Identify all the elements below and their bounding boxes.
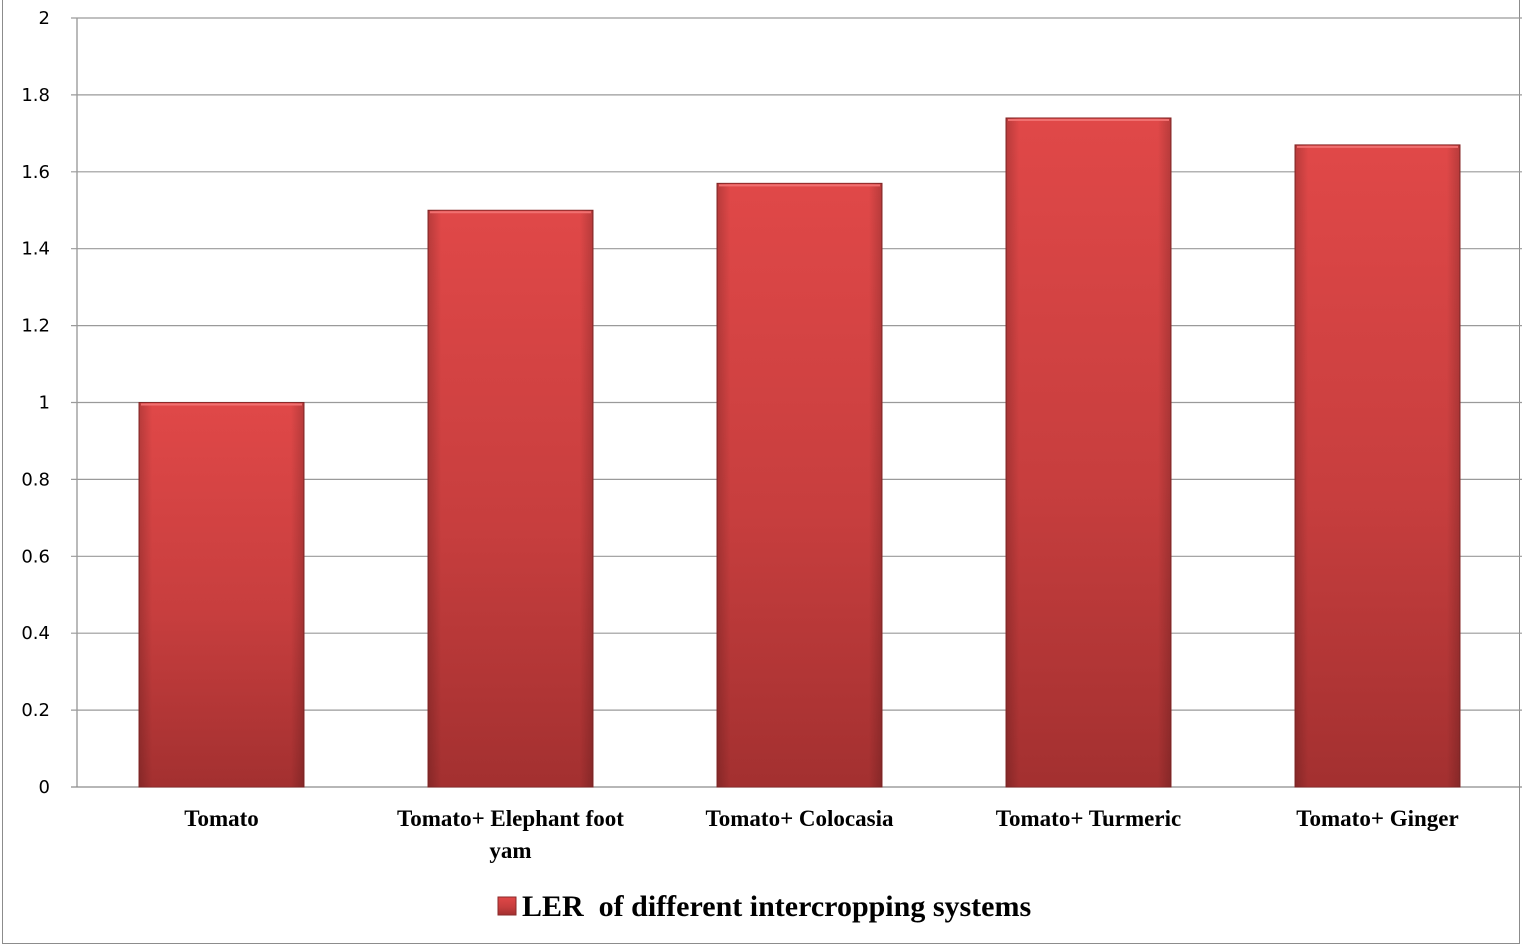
- x-tick-label-line: Tomato+ Ginger: [1296, 806, 1458, 831]
- bar: [427, 209, 594, 788]
- x-tick-label: Tomato+ Elephant foot yam: [397, 806, 624, 863]
- x-tick-label: Tomato: [184, 806, 259, 831]
- bar-shading: [139, 402, 304, 787]
- x-tick-label: Tomato+ Colocasia: [706, 806, 894, 831]
- y-tick-label: 1.6: [21, 162, 50, 183]
- bar-shading: [1295, 144, 1460, 787]
- bar: [716, 182, 883, 788]
- x-tick-label-line: yam: [489, 838, 531, 863]
- y-axis-ticks: 0 0.2 0.4 0.6 0.8 1 1.2 1.4 1.6 1.8 2: [21, 8, 50, 798]
- x-tick-label-line: Tomato+ Elephant foot: [397, 806, 624, 831]
- x-tick-label-line: Tomato+ Turmeric: [996, 806, 1181, 831]
- x-tick-label: Tomato+ Turmeric: [996, 806, 1181, 831]
- x-tick-label: Tomato+ Ginger: [1296, 806, 1458, 831]
- bars: [138, 117, 1461, 788]
- bar-shading: [717, 183, 882, 787]
- legend-swatch: [497, 896, 517, 916]
- legend-label: LER of different intercropping systems: [522, 890, 1031, 923]
- y-tick-label: 1: [39, 393, 50, 414]
- bar: [138, 402, 305, 788]
- y-tick-label: 0.6: [21, 546, 50, 567]
- y-tick-label: 1.8: [21, 85, 50, 106]
- y-tick-label: 0.8: [21, 469, 50, 490]
- bar: [1005, 117, 1172, 788]
- x-tick-label-line: Tomato: [184, 806, 259, 831]
- x-axis-ticks: Tomato Tomato+ Elephant foot yam Tomato+ Co…: [184, 806, 1458, 863]
- y-tick-label: 0.2: [21, 700, 50, 721]
- bar-shading: [428, 210, 593, 787]
- y-tick-label: 0: [39, 777, 50, 798]
- bar: [1294, 144, 1461, 788]
- legend: LER of different intercropping systems: [497, 890, 1031, 923]
- y-tick-label: 1.4: [21, 239, 50, 260]
- y-tick-label: 0.4: [21, 623, 50, 644]
- y-tick-label: 2: [39, 8, 50, 29]
- y-tick-label: 1.2: [21, 316, 50, 337]
- bar-shading: [1006, 117, 1171, 788]
- x-tick-label-line: Tomato+ Colocasia: [706, 806, 894, 831]
